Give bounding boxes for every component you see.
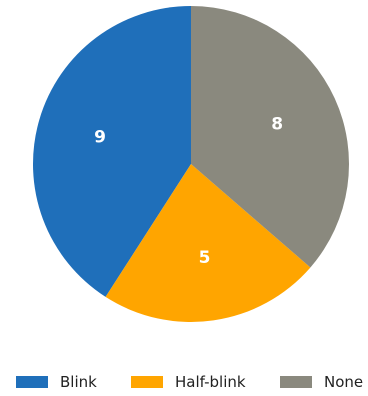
slice-value-label: 8 (271, 115, 283, 135)
pie-slices (32, 5, 350, 323)
legend-swatch (16, 376, 48, 388)
legend: Blink Half-blink None (16, 373, 363, 391)
pie-slice-none (191, 5, 350, 268)
pie-slice-labels: 9 5 8 (94, 115, 283, 268)
slice-value-label: 5 (199, 248, 211, 268)
legend-label: Half-blink (175, 373, 246, 391)
legend-swatch (131, 376, 163, 388)
legend-label: None (324, 373, 363, 391)
legend-swatch (280, 376, 312, 388)
legend-label: Blink (60, 373, 97, 391)
slice-value-label: 9 (94, 127, 106, 147)
pie-slice-half-blink (105, 164, 311, 323)
pie-slice-blink (32, 6, 192, 297)
